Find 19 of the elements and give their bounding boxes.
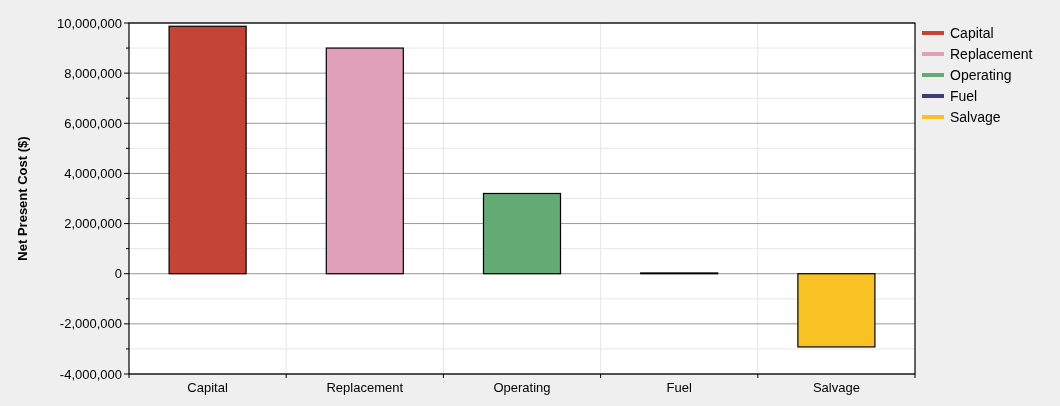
x-tick-label: Salvage — [812, 380, 860, 395]
y-tick-label: -4,000,000 — [59, 366, 122, 382]
y-tick-label: 4,000,000 — [64, 165, 122, 181]
x-tick-label: Operating — [493, 380, 551, 395]
legend-label: Operating — [950, 66, 1012, 83]
y-tick-label: -2,000,000 — [59, 316, 122, 332]
x-tick-label: Capital — [187, 380, 228, 395]
legend-label: Capital — [950, 24, 994, 41]
x-tick-label: Fuel — [666, 380, 692, 395]
legend-label: Salvage — [950, 108, 1001, 125]
y-tick-label: 2,000,000 — [64, 216, 122, 232]
x-tick-label: Replacement — [326, 380, 404, 395]
legend-label: Replacement — [950, 45, 1033, 62]
y-tick-label: 6,000,000 — [64, 115, 122, 131]
y-axis-title: Net Present Cost ($) — [15, 136, 30, 261]
legend-label: Fuel — [950, 87, 978, 104]
y-tick-label: 10,000,000 — [56, 15, 122, 31]
y-tick-label: 8,000,000 — [64, 65, 122, 81]
y-tick-label: 0 — [114, 266, 122, 282]
